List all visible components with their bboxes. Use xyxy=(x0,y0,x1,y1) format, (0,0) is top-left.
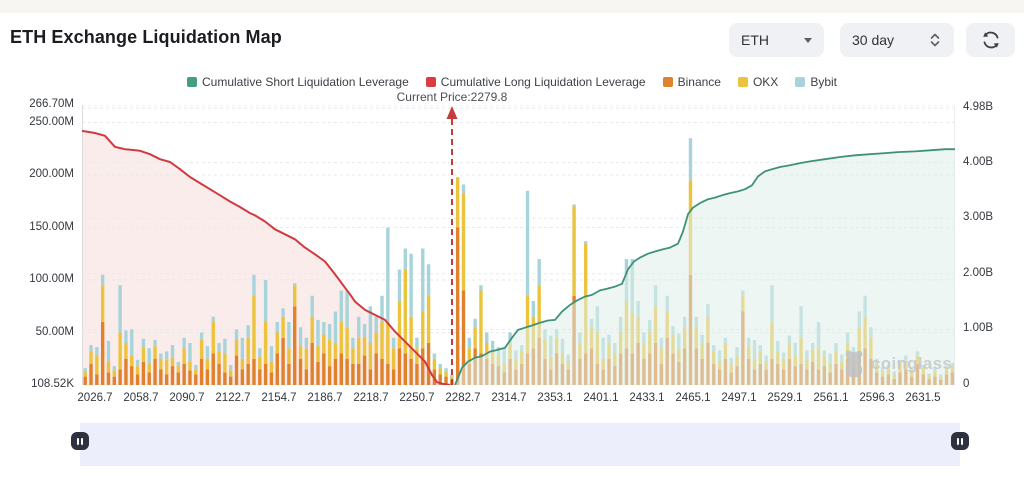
y-axis-left-labels: 266.70M 250.00M 200.00M 150.00M 100.00M 50.00… xyxy=(0,98,77,390)
watermark-text: coinglass xyxy=(871,353,953,373)
long-liquidation-line xyxy=(82,129,451,385)
timeframe-select[interactable]: 30 day xyxy=(840,23,954,57)
x-axis-tick: 2218.7 xyxy=(353,392,389,404)
short-liquidation-line xyxy=(454,148,955,385)
short-liquidation-area xyxy=(455,149,955,385)
liquidation-chart-plot xyxy=(82,105,955,385)
x-axis-tick: 2596.3 xyxy=(859,392,895,404)
y-left-tick: 200.00M xyxy=(29,168,74,180)
timeframe-select-value: 30 day xyxy=(852,32,895,48)
x-axis-tick: 2529.1 xyxy=(767,392,803,404)
scrollbar-left-handle[interactable] xyxy=(71,432,89,450)
symbol-select-value: ETH xyxy=(741,32,769,48)
y-right-tick: 0 xyxy=(963,378,970,390)
top-strip xyxy=(0,0,1024,13)
coinglass-watermark: coinglass xyxy=(842,349,952,378)
y-axis-right-labels: 4.98B 4.00B 3.00B 2.00B 1.00B 0 xyxy=(963,101,1023,390)
x-axis-tick: 2353.1 xyxy=(537,392,573,404)
legend-swatch-binance xyxy=(662,77,673,87)
chevron-down-icon xyxy=(804,37,812,43)
current-price-arrow-icon xyxy=(446,106,458,119)
chart-range-scrollbar[interactable] xyxy=(71,423,969,466)
x-axis-tick: 2186.7 xyxy=(307,392,343,404)
scrollbar-right-handle[interactable] xyxy=(951,432,969,450)
x-axis-tick: 2561.1 xyxy=(813,392,849,404)
legend-item-okx[interactable]: OKX xyxy=(737,75,779,89)
coinglass-bear-icon xyxy=(845,350,863,378)
legend-swatch-long xyxy=(425,77,436,87)
refresh-button[interactable] xyxy=(966,23,1015,57)
x-axis-tick: 2465.1 xyxy=(675,392,711,404)
y-right-tick: 3.00B xyxy=(963,211,994,224)
current-price-label: Current Price:2279.8 xyxy=(396,90,508,104)
chart-legend: Cumulative Short Liquidation Leverage Cu… xyxy=(0,75,1024,89)
legend-label: Binance xyxy=(677,75,721,89)
legend-label: Cumulative Long Liquidation Leverage xyxy=(440,75,646,89)
y-right-tick: 4.98B xyxy=(963,101,994,113)
y-left-tick: 100.00M xyxy=(29,273,74,285)
page-title: ETH Exchange Liquidation Map xyxy=(10,27,282,47)
legend-label: Bybit xyxy=(810,75,837,89)
legend-item-binance[interactable]: Binance xyxy=(662,75,721,89)
legend-swatch-short xyxy=(186,77,197,87)
x-axis-tick: 2026.7 xyxy=(77,392,113,404)
x-axis-tick: 2314.7 xyxy=(491,392,527,404)
y-right-tick: 1.00B xyxy=(963,322,994,335)
x-axis-tick: 2497.1 xyxy=(721,392,757,404)
legend-item-bybit[interactable]: Bybit xyxy=(795,75,837,89)
legend-label: Cumulative Short Liquidation Leverage xyxy=(201,75,409,89)
refresh-icon xyxy=(982,31,999,49)
x-axis-labels: 2026.7 2058.7 2090.7 2122.7 2154.7 2186.7 2218… xyxy=(77,392,955,408)
x-axis-tick: 2401.1 xyxy=(583,392,619,404)
x-axis-tick: 2154.7 xyxy=(261,392,297,404)
legend-swatch-bybit xyxy=(795,77,806,87)
x-axis-tick: 2122.7 xyxy=(215,392,251,404)
x-axis-tick: 2058.7 xyxy=(123,392,159,404)
y-left-tick: 50.00M xyxy=(35,325,74,338)
legend-item-cumulative-long[interactable]: Cumulative Long Liquidation Leverage xyxy=(425,75,646,89)
y-left-tick: 150.00M xyxy=(29,220,74,233)
legend-swatch-okx xyxy=(737,77,748,87)
symbol-select[interactable]: ETH xyxy=(729,23,824,57)
legend-label: OKX xyxy=(752,75,779,89)
x-axis-tick: 2090.7 xyxy=(169,392,205,404)
y-right-tick: 4.00B xyxy=(963,155,994,168)
x-axis-tick: 2282.7 xyxy=(445,392,481,404)
y-right-tick: 2.00B xyxy=(963,266,994,279)
up-down-chevrons-icon xyxy=(930,33,940,47)
x-axis-tick: 2250.7 xyxy=(399,392,435,404)
y-left-tick: 250.00M xyxy=(29,115,74,128)
legend-item-cumulative-short[interactable]: Cumulative Short Liquidation Leverage xyxy=(186,75,409,89)
y-left-tick: 108.52K xyxy=(31,378,74,390)
y-left-tick: 266.70M xyxy=(29,98,74,110)
x-axis-tick: 2631.5 xyxy=(905,392,941,404)
x-axis-tick: 2433.1 xyxy=(629,392,665,404)
